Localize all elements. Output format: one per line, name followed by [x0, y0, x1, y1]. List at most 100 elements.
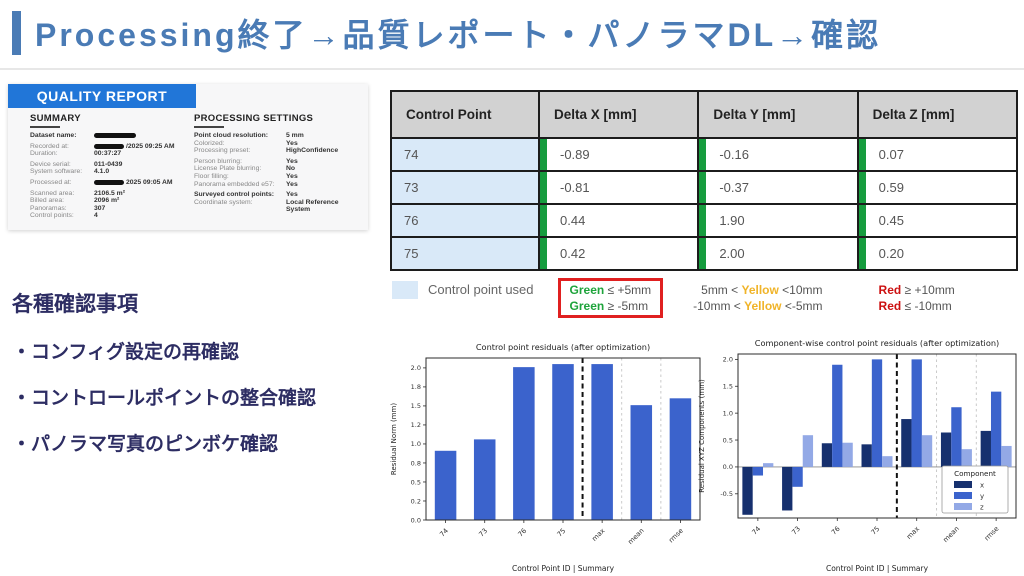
svg-text:75: 75: [556, 527, 568, 539]
svg-text:Control Point ID | Summary: Control Point ID | Summary: [826, 564, 929, 573]
chart-legend: [941, 465, 1009, 514]
report-field: Dataset name:: [30, 132, 194, 140]
svg-text:0.2: 0.2: [411, 497, 421, 505]
bar: [669, 398, 692, 520]
report-field: Scanned area: 2106.5 m²: [30, 189, 125, 197]
svg-text:2.0: 2.0: [411, 364, 421, 372]
processing-settings-fields: Point cloud resolution: 5 mm Colorized: Yes…: [194, 132, 358, 214]
yellow-threshold-line2: -10mm < Yellow <-5mm: [693, 299, 823, 313]
red-threshold-line2: Red ≤ -10mm: [878, 299, 952, 313]
control-point-cell: 73: [390, 170, 540, 205]
control-point-used-chip: [392, 281, 418, 299]
bar-z: [802, 435, 814, 467]
report-field: Device serial: 011-0439: [30, 160, 123, 168]
yellow-threshold-line1: 5mm < Yellow <10mm: [701, 283, 823, 297]
svg-text:Residual Norm (mm): Residual Norm (mm): [390, 403, 398, 475]
svg-text:0.5: 0.5: [723, 436, 733, 444]
report-field: Duration: 00:37:27: [30, 150, 122, 158]
delta-cell: 0.42: [537, 236, 700, 271]
report-field: Floor filling: Yes: [194, 172, 298, 180]
checklist: 各種確認事項 ・コンフィグ設定の再確認 ・コントロールポイントの整合確認 ・パノ…: [12, 288, 392, 456]
control-point-table: Control Point Delta X [mm] Delta Y [mm] Del…: [390, 90, 1019, 271]
svg-text:0.5: 0.5: [411, 478, 421, 486]
report-field: Colorized: Yes: [194, 139, 298, 147]
svg-text:1.0: 1.0: [411, 440, 421, 448]
summary-fields: Dataset name: Recorded at:/2025 09:25 AM D…: [30, 132, 194, 220]
svg-text:0.0: 0.0: [723, 463, 733, 471]
control-point-cell: 75: [390, 236, 540, 271]
processing-settings-title: PROCESSING SETTINGS: [194, 113, 314, 124]
report-field: Coordinate system: Local Reference System: [194, 198, 339, 214]
svg-text:max: max: [905, 525, 921, 541]
svg-text:Residual XYZ Components (mm): Residual XYZ Components (mm): [698, 379, 706, 493]
yellow-threshold: 5mm < Yellow <10mm -10mm < Yellow <-5mm: [693, 282, 822, 314]
bar-z: [842, 442, 853, 467]
delta-cell: -0.16: [697, 137, 859, 172]
control-point-cell: 74: [390, 137, 540, 172]
column-header: Control Point: [390, 90, 540, 139]
checklist-item: ・パノラマ写真のピンボケ確認: [12, 434, 279, 455]
control-point-cell: 76: [390, 203, 540, 238]
report-field: Processed at: 2025 09:05 AM: [30, 178, 173, 186]
slide-header: Processing終了→品質レポート・パノラマDL→確認: [12, 10, 881, 56]
delta-cell: 0.45: [856, 203, 1019, 238]
bar: [434, 450, 457, 520]
component-residuals-bar-chart: Component-wise control point residuals (…: [698, 338, 1017, 573]
svg-text:Component: Component: [954, 469, 996, 478]
bar-y: [911, 359, 922, 467]
svg-text:y: y: [980, 493, 984, 501]
column-header: Delta Y [mm]: [697, 90, 859, 139]
svg-text:rmse: rmse: [667, 527, 685, 545]
svg-text:mean: mean: [626, 527, 645, 546]
svg-text:76: 76: [516, 527, 528, 539]
svg-text:z: z: [980, 504, 984, 512]
delta-cell: -0.89: [537, 137, 700, 172]
bar: [552, 364, 574, 520]
bar-x: [821, 443, 833, 467]
table-row: 74 -0.89 -0.16 0.07: [390, 137, 1019, 172]
delta-cell: -0.37: [697, 170, 859, 205]
threshold-legend: Control point used Green ≤ +5mm Green ≥ …: [392, 278, 1020, 318]
report-field: Billed area: 2096 m²: [30, 197, 120, 205]
red-threshold-line1: Red ≥ +10mm: [878, 283, 955, 297]
header-divider: [0, 68, 1024, 70]
bar-y: [832, 364, 843, 467]
control-point-used-label: Control point used: [428, 282, 534, 297]
report-field: System software: 4.1.0: [30, 168, 110, 176]
svg-text:x: x: [980, 482, 984, 490]
svg-text:1.5: 1.5: [411, 402, 421, 410]
report-field: Panoramas: 307: [30, 204, 106, 212]
table-row: 75 0.42 2.00 0.20: [390, 236, 1019, 271]
bar: [591, 364, 613, 520]
quality-report-body: SUMMARY Dataset name: Recorded at:/2025 0…: [8, 108, 368, 223]
checklist-item: ・コンフィグ設定の再確認: [12, 342, 240, 363]
checklist-item: ・コントロールポイントの整合確認: [12, 388, 317, 409]
delta-cell: 2.00: [697, 236, 859, 271]
column-header: Delta X [mm]: [537, 90, 700, 139]
report-field: Processing preset: HighConfidence: [194, 147, 339, 155]
report-field: Point cloud resolution: 5 mm: [194, 132, 304, 139]
report-field: Person blurring: Yes: [194, 157, 298, 165]
bar-y: [792, 466, 803, 487]
svg-text:2.0: 2.0: [723, 356, 733, 364]
column-header: Delta Z [mm]: [856, 90, 1019, 139]
red-threshold: Red ≥ +10mm Red ≤ -10mm: [879, 282, 955, 314]
svg-text:-0.5: -0.5: [720, 490, 733, 498]
svg-text:74: 74: [438, 527, 450, 539]
bar-x: [742, 466, 753, 515]
svg-text:0.0: 0.0: [411, 516, 421, 524]
bar: [473, 439, 496, 520]
checklist-heading: 各種確認事項: [12, 293, 138, 316]
table-row: 76 0.44 1.90 0.45: [390, 203, 1019, 238]
svg-text:Control Point ID | Summary: Control Point ID | Summary: [512, 564, 615, 573]
report-field: Surveyed control points: Yes: [194, 191, 298, 199]
summary-section: SUMMARY Dataset name: Recorded at:/2025 0…: [30, 113, 194, 223]
bar-x: [980, 430, 991, 467]
svg-text:1.2: 1.2: [411, 421, 421, 429]
bar: [630, 405, 653, 520]
bar-y: [951, 407, 962, 467]
svg-text:0.8: 0.8: [411, 459, 421, 467]
report-field: Recorded at:/2025 09:25 AM: [30, 142, 175, 150]
delta-cell: 0.07: [856, 137, 1019, 172]
delta-cell: 0.59: [856, 170, 1019, 205]
